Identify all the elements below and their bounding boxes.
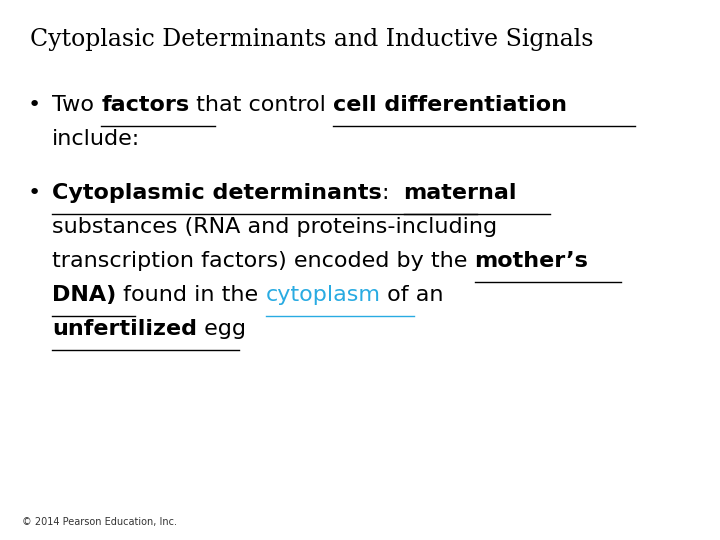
Text: egg: egg: [197, 319, 246, 339]
Text: Two: Two: [52, 95, 101, 115]
Text: transcription factors) encoded by the: transcription factors) encoded by the: [52, 251, 474, 271]
Text: •: •: [28, 183, 41, 203]
Text: Cytoplasmic determinants: Cytoplasmic determinants: [52, 183, 382, 203]
Text: •: •: [28, 95, 41, 115]
Text: Cytoplasic Determinants and Inductive Signals: Cytoplasic Determinants and Inductive Si…: [30, 28, 593, 51]
Text: that control: that control: [189, 95, 333, 115]
Text: :: :: [382, 183, 403, 203]
Text: factors: factors: [101, 95, 189, 115]
Text: maternal: maternal: [403, 183, 517, 203]
Text: substances (RNA and proteins-including: substances (RNA and proteins-including: [52, 217, 497, 237]
Text: DNA): DNA): [52, 285, 116, 305]
Text: cytoplasm: cytoplasm: [266, 285, 380, 305]
Text: include:: include:: [52, 129, 140, 149]
Text: unfertilized: unfertilized: [52, 319, 197, 339]
Text: © 2014 Pearson Education, Inc.: © 2014 Pearson Education, Inc.: [22, 516, 176, 526]
Text: found in the: found in the: [116, 285, 266, 305]
Text: mother’s: mother’s: [474, 251, 588, 271]
Text: cell differentiation: cell differentiation: [333, 95, 567, 115]
Text: of an: of an: [380, 285, 444, 305]
